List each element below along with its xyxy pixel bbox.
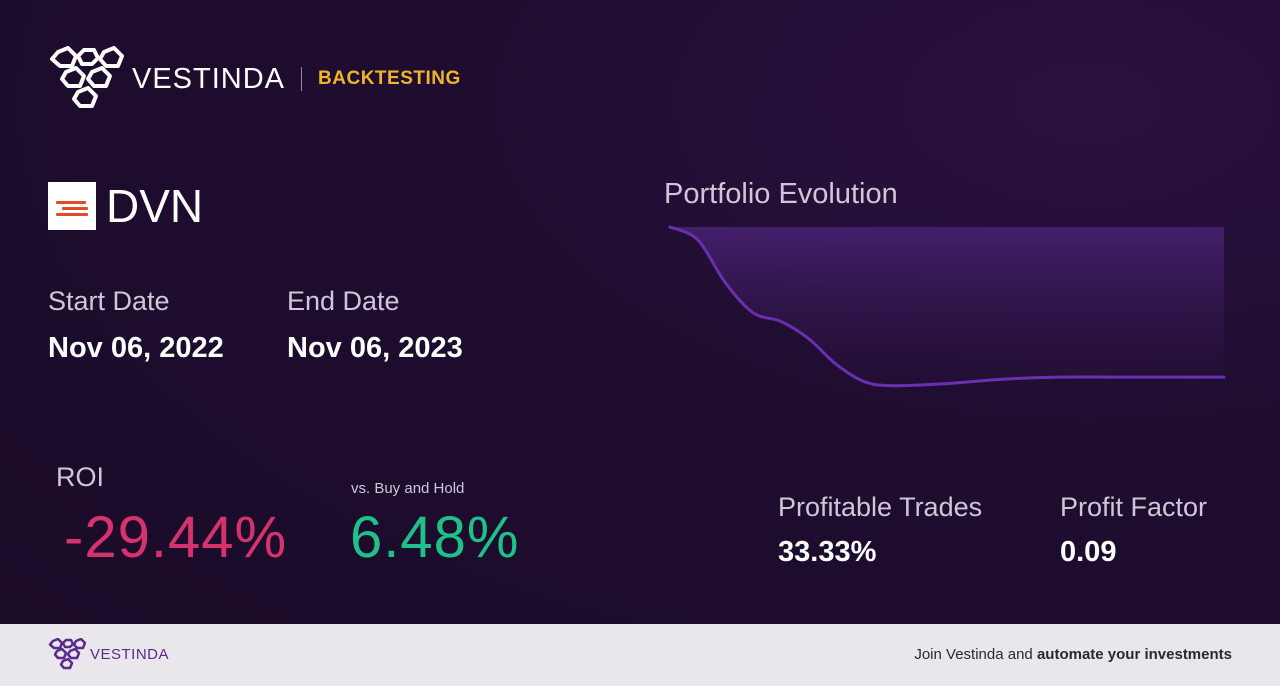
profitable-trades-value: 33.33% [778,536,877,568]
portfolio-chart [668,225,1226,388]
chart-series-line [668,225,1226,388]
end-date-label: End Date [287,286,400,316]
roi-value: -29.44% [64,505,288,570]
ticker: DVN [48,182,203,230]
footer: VESTINDA Join Vestinda and automate your… [0,624,1280,686]
chart-area [670,227,1224,386]
chart-title: Portfolio Evolution [664,178,898,210]
vs-buy-hold-label: vs. Buy and Hold [351,480,465,497]
ticker-symbol: DVN [106,180,204,232]
profit-factor-value: 0.09 [1060,536,1117,568]
dvn-logo-icon [48,182,96,230]
vestinda-logo-icon [48,638,86,670]
start-date-label: Start Date [48,286,170,316]
roi-label: ROI [56,462,105,492]
end-date-value: Nov 06, 2023 [287,332,463,364]
vs-buy-hold-value: 6.48% [350,505,520,570]
footer-cta-bold: automate your investments [1036,646,1232,663]
brand-tag: BACKTESTING [318,68,461,89]
footer-brand[interactable]: VESTINDA [48,638,169,671]
brand-header: VESTINDA BACKTESTING [48,46,461,112]
profitable-trades-label: Profitable Trades [778,492,983,522]
vestinda-logo-icon [50,46,124,108]
start-date-value: Nov 06, 2022 [48,332,224,364]
brand-name: VESTINDA [132,62,286,95]
profit-factor-label: Profit Factor [1060,492,1208,522]
footer-cta[interactable]: Join Vestinda and automate your investme… [914,646,1232,663]
brand-separator [301,67,303,91]
footer-cta-prefix: Join Vestinda and [914,646,1037,663]
footer-brand-name: VESTINDA [90,646,170,663]
